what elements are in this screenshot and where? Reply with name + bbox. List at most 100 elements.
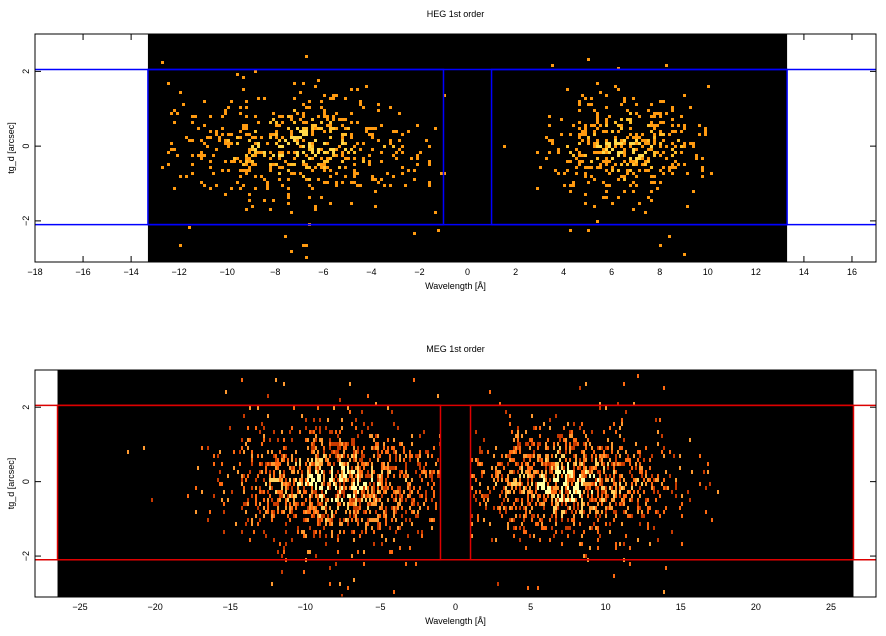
event-pixel	[353, 490, 355, 494]
event-pixel	[605, 124, 608, 127]
event-pixel	[626, 163, 629, 166]
event-pixel	[325, 454, 327, 458]
event-pixel	[371, 474, 373, 478]
event-pixel	[573, 454, 575, 458]
event-pixel	[395, 151, 398, 154]
event-pixel	[309, 502, 311, 506]
event-pixel	[377, 482, 379, 486]
event-pixel	[584, 124, 587, 127]
event-pixel	[403, 474, 405, 478]
event-pixel	[387, 462, 389, 466]
event-pixel	[293, 482, 295, 486]
event-pixel	[571, 510, 573, 514]
event-pixel	[251, 148, 254, 151]
event-pixel	[503, 498, 505, 502]
event-pixel	[417, 530, 419, 534]
event-pixel	[651, 454, 653, 458]
event-pixel	[545, 474, 547, 478]
event-pixel	[515, 478, 517, 482]
event-pixel	[287, 187, 290, 190]
event-pixel	[375, 518, 377, 522]
event-pixel	[323, 115, 326, 118]
event-pixel	[656, 112, 659, 115]
event-pixel	[350, 88, 353, 91]
event-pixel	[435, 502, 437, 506]
event-pixel	[339, 490, 341, 494]
event-pixel	[620, 175, 623, 178]
event-pixel	[587, 470, 589, 474]
event-pixel	[259, 510, 261, 514]
event-pixel	[605, 160, 608, 163]
event-pixel	[305, 133, 308, 136]
event-pixel	[209, 510, 211, 514]
event-pixel	[341, 133, 344, 136]
event-pixel	[656, 187, 659, 190]
event-pixel	[267, 498, 269, 502]
event-pixel	[433, 482, 435, 486]
event-pixel	[319, 522, 321, 526]
event-pixel	[341, 442, 343, 446]
event-pixel	[425, 474, 427, 478]
event-pixel	[353, 470, 355, 474]
event-pixel	[331, 522, 333, 526]
event-pixel	[427, 506, 429, 510]
event-pixel	[549, 518, 551, 522]
event-pixel	[659, 100, 662, 103]
event-pixel	[635, 157, 638, 160]
event-pixel	[305, 106, 308, 109]
event-pixel	[344, 118, 347, 121]
event-pixel	[249, 438, 251, 442]
event-pixel	[200, 154, 203, 157]
event-pixel	[367, 462, 369, 466]
event-pixel	[341, 418, 343, 422]
event-pixel	[680, 145, 683, 148]
event-pixel	[623, 151, 626, 154]
event-pixel	[377, 139, 380, 142]
event-pixel	[230, 133, 233, 136]
event-pixel	[281, 184, 284, 187]
event-pixel	[337, 538, 339, 542]
event-pixel	[650, 103, 653, 106]
event-pixel	[323, 450, 325, 454]
event-pixel	[437, 470, 439, 474]
event-pixel	[259, 462, 261, 466]
event-pixel	[241, 378, 243, 382]
event-pixel	[605, 494, 607, 498]
event-pixel	[587, 58, 590, 61]
event-pixel	[349, 486, 351, 490]
event-pixel	[411, 442, 413, 446]
event-pixel	[341, 142, 344, 145]
event-pixel	[275, 121, 278, 124]
event-pixel	[584, 172, 587, 175]
event-pixel	[650, 148, 653, 151]
event-pixel	[219, 450, 221, 454]
event-pixel	[263, 514, 265, 518]
event-pixel	[237, 470, 239, 474]
event-pixel	[477, 518, 479, 522]
event-pixel	[257, 406, 259, 410]
event-pixel	[659, 115, 662, 118]
event-pixel	[363, 510, 365, 514]
event-pixel	[635, 139, 638, 142]
event-pixel	[617, 178, 620, 181]
event-pixel	[317, 514, 319, 518]
event-pixel	[559, 450, 561, 454]
event-pixel	[242, 127, 245, 130]
event-pixel	[379, 454, 381, 458]
event-pixel	[659, 130, 662, 133]
event-pixel	[675, 482, 677, 486]
event-pixel	[567, 482, 569, 486]
event-pixel	[239, 462, 241, 466]
event-pixel	[561, 462, 563, 466]
event-pixel	[320, 157, 323, 160]
event-pixel	[583, 430, 585, 434]
event-pixel	[539, 494, 541, 498]
event-pixel	[393, 506, 395, 510]
event-pixel	[629, 462, 631, 466]
meg-region-box-0	[56, 404, 442, 561]
event-pixel	[379, 522, 381, 526]
event-pixel	[362, 142, 365, 145]
event-pixel	[315, 510, 317, 514]
event-pixel	[603, 454, 605, 458]
event-pixel	[471, 458, 473, 462]
